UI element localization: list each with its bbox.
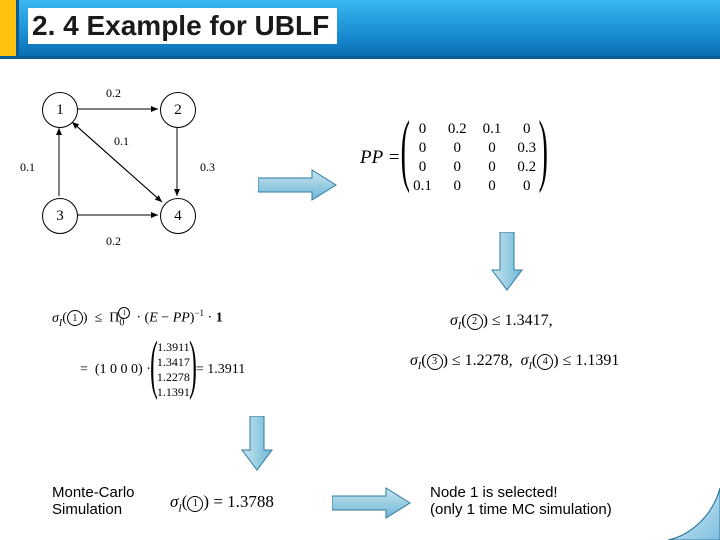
mc-label: Monte-Carlo Simulation	[52, 484, 135, 519]
pp-cell: 0	[440, 158, 475, 177]
pp-cell: 0	[475, 177, 510, 196]
pp-cell: 0.1	[405, 177, 440, 196]
pp-cell: 0	[405, 120, 440, 139]
arrow-to-mc	[240, 416, 274, 477]
graph-node-1: 1	[42, 92, 78, 128]
arrow-pp-to-bounds	[490, 232, 524, 297]
pp-cell: 0	[440, 139, 475, 158]
edge-label-14: 0.1	[114, 134, 129, 149]
pp-cell: 0	[475, 139, 510, 158]
sigma-line1: σI(1) ≤ Π01· (E − PP)−1 · 1	[52, 308, 223, 328]
conclusion: Node 1 is selected! (only 1 time MC simu…	[430, 484, 612, 519]
edge-label-24: 0.3	[200, 160, 215, 175]
pp-lhs: PP =	[360, 147, 400, 169]
bound-2: σI(2) ≤ 1.3417,	[450, 312, 553, 332]
graph-node-2: 2	[160, 92, 196, 128]
mc-result: σI(1) = 1.3788	[170, 492, 274, 514]
page-curl-icon	[668, 488, 720, 540]
pp-cell: 0.1	[475, 120, 510, 139]
bound-34: σI(3) ≤ 1.2278, σI(4) ≤ 1.1391	[410, 352, 619, 372]
arrow-mc-to-result	[332, 486, 412, 525]
pp-matrix: PP = ( 00.20.100000.30000.20.1000 )	[360, 120, 543, 196]
arrow-graph-to-pp	[258, 168, 338, 207]
graph-node-3: 3	[42, 198, 78, 234]
pp-cell: 0	[405, 139, 440, 158]
graph-node-4: 4	[160, 198, 196, 234]
edge-label-12: 0.2	[106, 86, 121, 101]
header-accent	[0, 0, 19, 56]
sigma-line2: = (1 0 0 0) · ( 1.39111.34171.22781.1391…	[80, 340, 245, 400]
pp-cell: 0	[405, 158, 440, 177]
pp-cell: 0.2	[440, 120, 475, 139]
edge-label-31: 0.1	[20, 160, 35, 175]
page-title: 2. 4 Example for UBLF	[28, 8, 337, 44]
pp-cell: 0	[475, 158, 510, 177]
edge-label-34: 0.2	[106, 234, 121, 249]
pp-cell: 0	[440, 177, 475, 196]
graph-diagram: 1 2 3 4 0.2 0.3 0.1 0.1 0.2	[20, 86, 230, 246]
